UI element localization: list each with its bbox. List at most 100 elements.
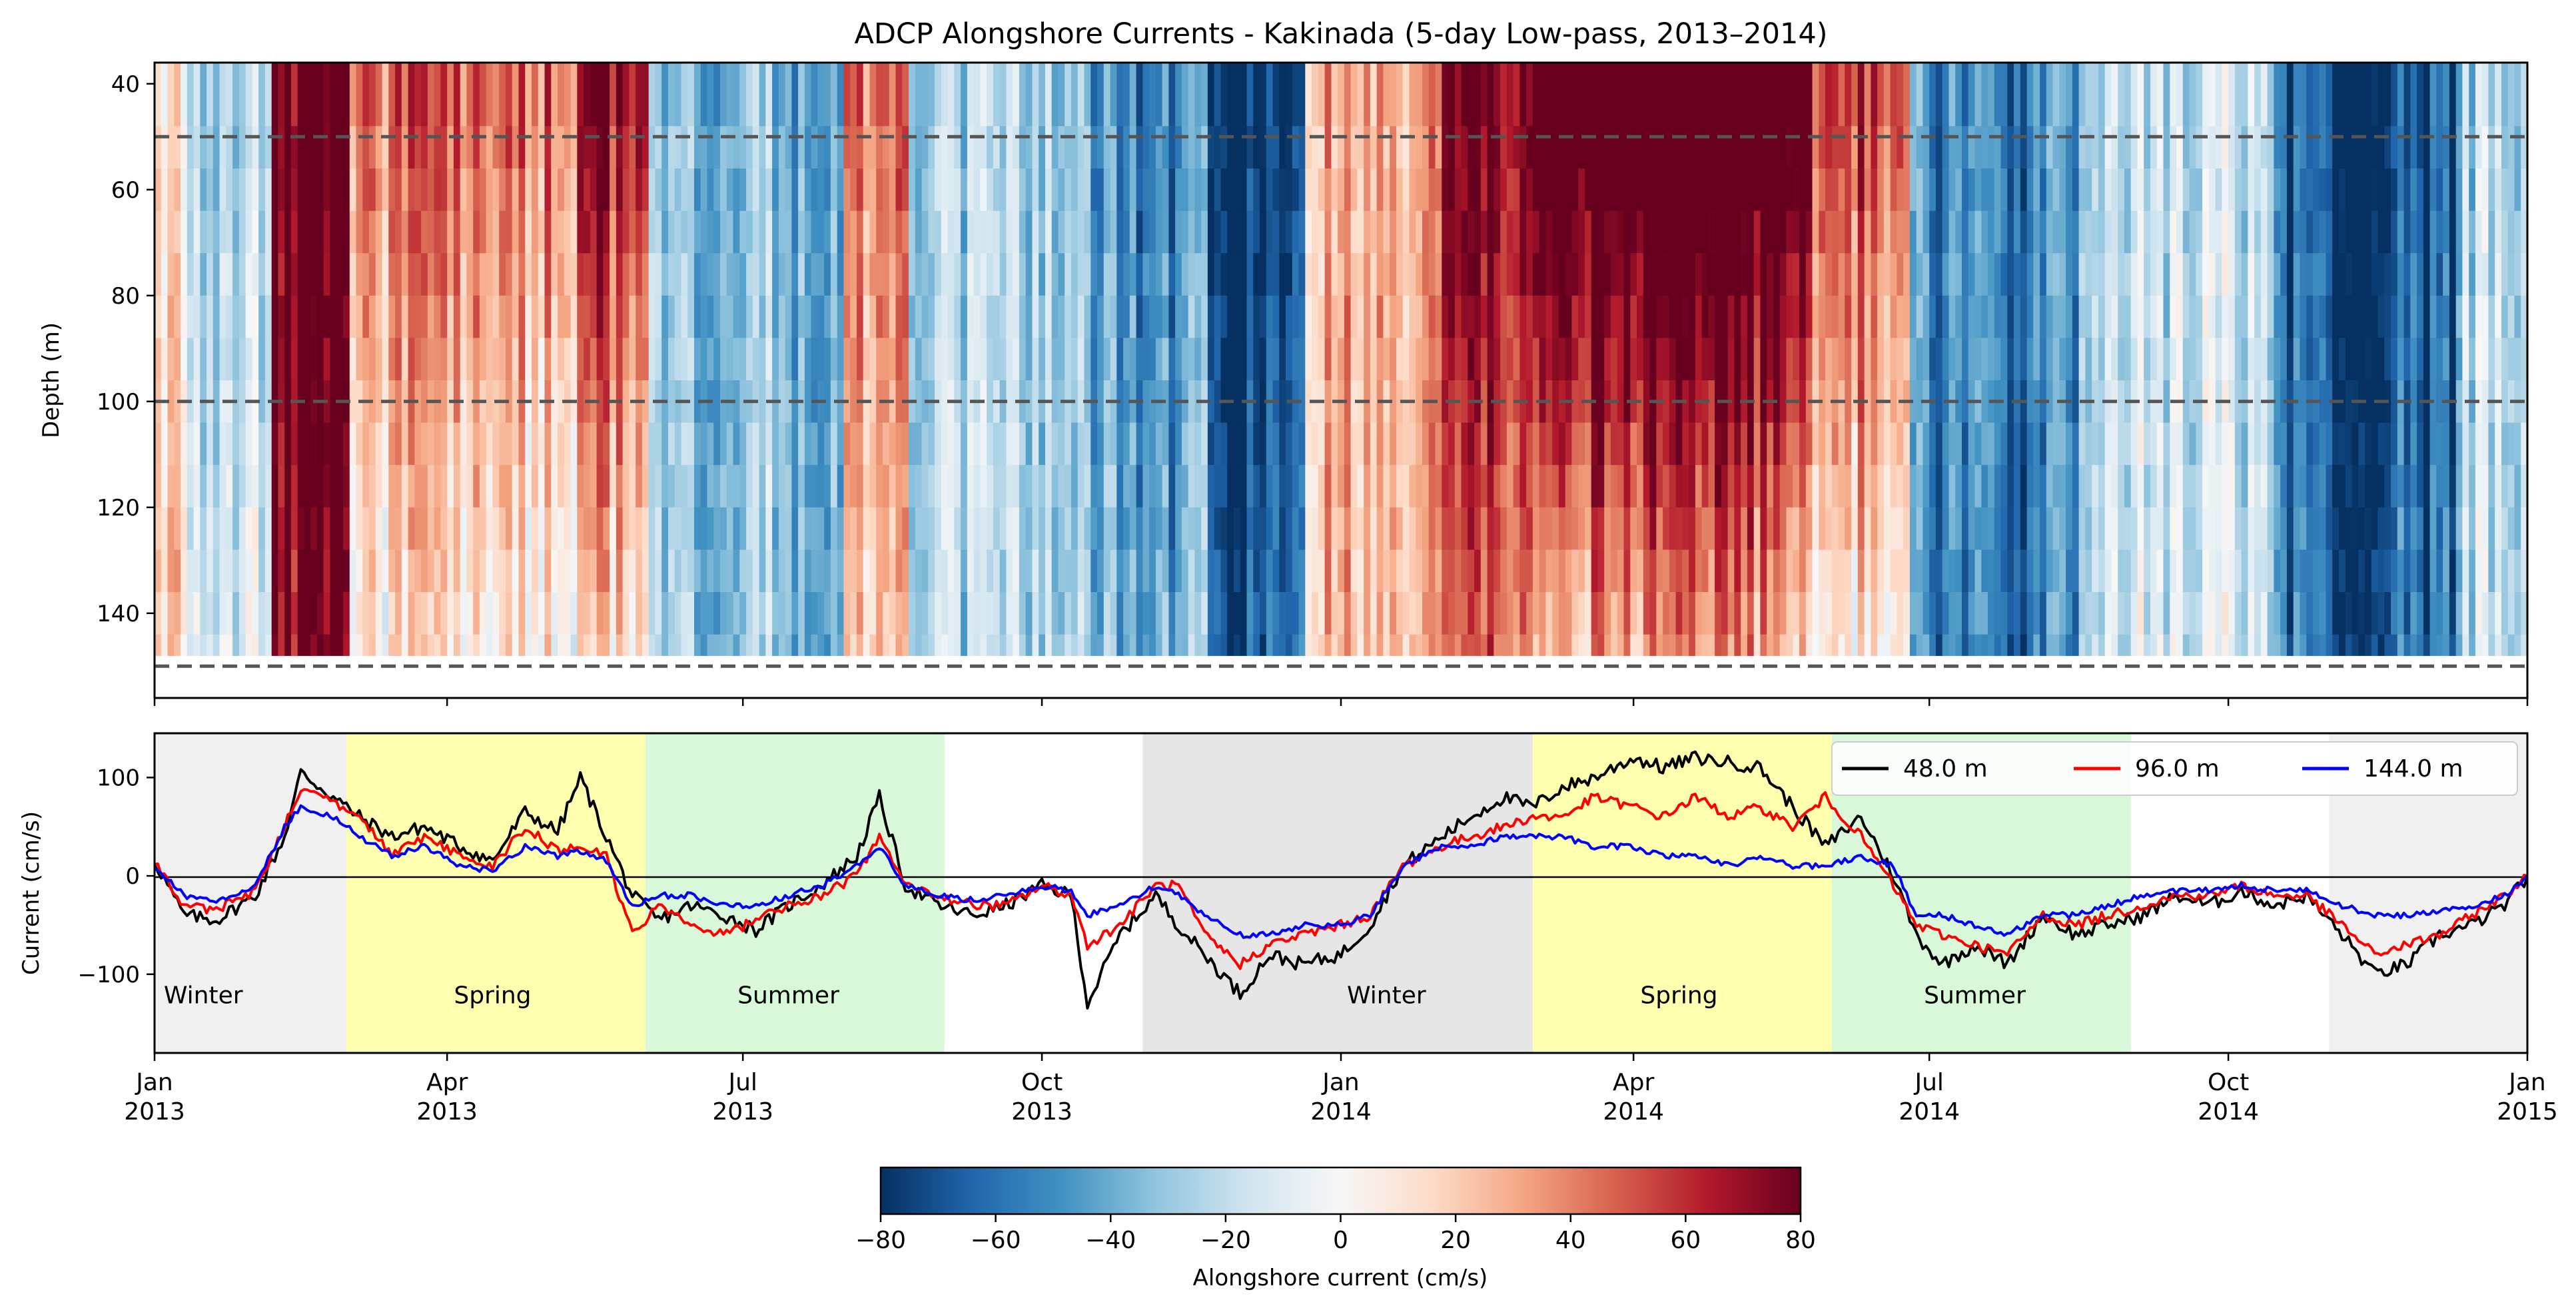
heatmap-cell: [1058, 210, 1065, 254]
heatmap-cell: [1494, 210, 1501, 254]
heatmap-cell: [2384, 549, 2391, 593]
heatmap-cell: [1715, 210, 1722, 254]
heatmap-cell: [1396, 210, 1404, 254]
heatmap-cell: [616, 507, 624, 550]
heatmap-cell: [2052, 168, 2060, 212]
heatmap-cell: [1214, 465, 1222, 508]
heatmap-cell: [453, 210, 461, 254]
heatmap-cell: [1422, 465, 1430, 508]
heatmap-cell: [2228, 507, 2236, 550]
heatmap-cell: [2410, 168, 2417, 212]
heatmap-cell: [1487, 338, 1494, 381]
heatmap-cell: [700, 210, 708, 254]
heatmap-cell: [999, 63, 1007, 127]
heatmap-cell: [460, 465, 468, 508]
heatmap-cell: [2052, 126, 2060, 169]
heatmap-cell: [278, 338, 285, 381]
heatmap-cell: [1968, 507, 1976, 550]
heatmap-cell: [967, 338, 975, 381]
heatmap-cell: [2052, 380, 2060, 424]
heatmap-cell: [2007, 592, 2014, 635]
heatmap-cell: [2254, 380, 2262, 424]
heatmap-cell: [915, 507, 923, 550]
heatmap-cell: [232, 422, 240, 466]
heatmap-cell: [1675, 592, 1683, 635]
heatmap-cell: [1767, 253, 1774, 296]
heatmap-cell: [1845, 63, 1852, 127]
heatmap-cell: [193, 168, 201, 212]
heatmap-cell: [909, 210, 916, 254]
heatmap-cell: [2319, 380, 2327, 424]
heatmap-cell: [271, 634, 279, 656]
heatmap-cell: [486, 63, 494, 127]
heatmap-cell: [648, 253, 656, 296]
heatmap-cell: [304, 63, 311, 127]
heatmap-cell: [1630, 168, 1637, 212]
heatmap-cell: [1006, 634, 1013, 656]
heatmap-cell: [1175, 126, 1182, 169]
heatmap-cell: [2449, 422, 2457, 466]
heatmap-cell: [668, 380, 675, 424]
heatmap-cell: [961, 592, 968, 635]
heatmap-cell: [850, 295, 857, 338]
heatmap-cell: [1838, 210, 1845, 254]
heatmap-cell: [2443, 126, 2450, 169]
heatmap-cell: [1097, 422, 1104, 466]
heatmap-cell: [544, 465, 552, 508]
heatmap-cell: [1545, 253, 1553, 296]
heatmap-cell: [2222, 465, 2229, 508]
heatmap-cell: [2111, 338, 2118, 381]
heatmap-cell: [2182, 63, 2190, 127]
heatmap-cell: [2092, 168, 2099, 212]
heatmap-cell: [1162, 338, 1169, 381]
heatmap-cell: [2052, 549, 2060, 593]
heatmap-cell: [616, 465, 624, 508]
heatmap-cell: [895, 168, 903, 212]
heatmap-cell: [258, 634, 266, 656]
heatmap-cell: [1552, 465, 1559, 508]
heatmap-cell: [1519, 253, 1527, 296]
heatmap-cell: [1350, 295, 1358, 338]
heatmap-cell: [408, 549, 415, 593]
heatmap-cell: [895, 295, 903, 338]
heatmap-cell: [558, 549, 565, 593]
heatmap-cell: [772, 253, 779, 296]
heatmap-cell: [1390, 422, 1397, 466]
heatmap-cell: [1324, 63, 1332, 127]
heatmap-cell: [2014, 592, 2021, 635]
heatmap-cell: [486, 634, 494, 656]
heatmap-cell: [1597, 634, 1605, 656]
heatmap-cell: [2455, 422, 2463, 466]
heatmap-cell: [181, 63, 188, 127]
heatmap-cell: [1864, 422, 1871, 466]
heatmap-cell: [382, 126, 389, 169]
heatmap-cell: [506, 253, 513, 296]
heatmap-cell: [687, 168, 695, 212]
heatmap-cell: [857, 210, 864, 254]
heatmap-cell: [2345, 634, 2353, 656]
heatmap-cell: [551, 380, 558, 424]
heatmap-cell: [1532, 507, 1540, 550]
heatmap-cell: [1110, 549, 1117, 593]
heatmap-cell: [681, 295, 688, 338]
heatmap-cell: [2052, 465, 2060, 508]
heatmap-cell: [2397, 338, 2405, 381]
heatmap-cell: [2436, 168, 2443, 212]
heatmap-cell: [2215, 549, 2222, 593]
heatmap-cell: [473, 338, 480, 381]
heatmap-cell: [1286, 295, 1293, 338]
heatmap-cell: [915, 592, 923, 635]
heatmap-cell: [2046, 126, 2054, 169]
heatmap-cell: [1675, 465, 1683, 508]
heatmap-cell: [1611, 465, 1618, 508]
heatmap-cell: [434, 295, 441, 338]
heatmap-cell: [889, 295, 897, 338]
heatmap-cell: [1298, 126, 1306, 169]
heatmap-cell: [382, 422, 389, 466]
heatmap-cell: [2144, 549, 2151, 593]
heatmap-cell: [1552, 507, 1559, 550]
heatmap-cell: [1416, 592, 1423, 635]
heatmap-cell: [967, 210, 975, 254]
heatmap-cell: [1689, 465, 1696, 508]
heatmap-cell: [2417, 126, 2424, 169]
